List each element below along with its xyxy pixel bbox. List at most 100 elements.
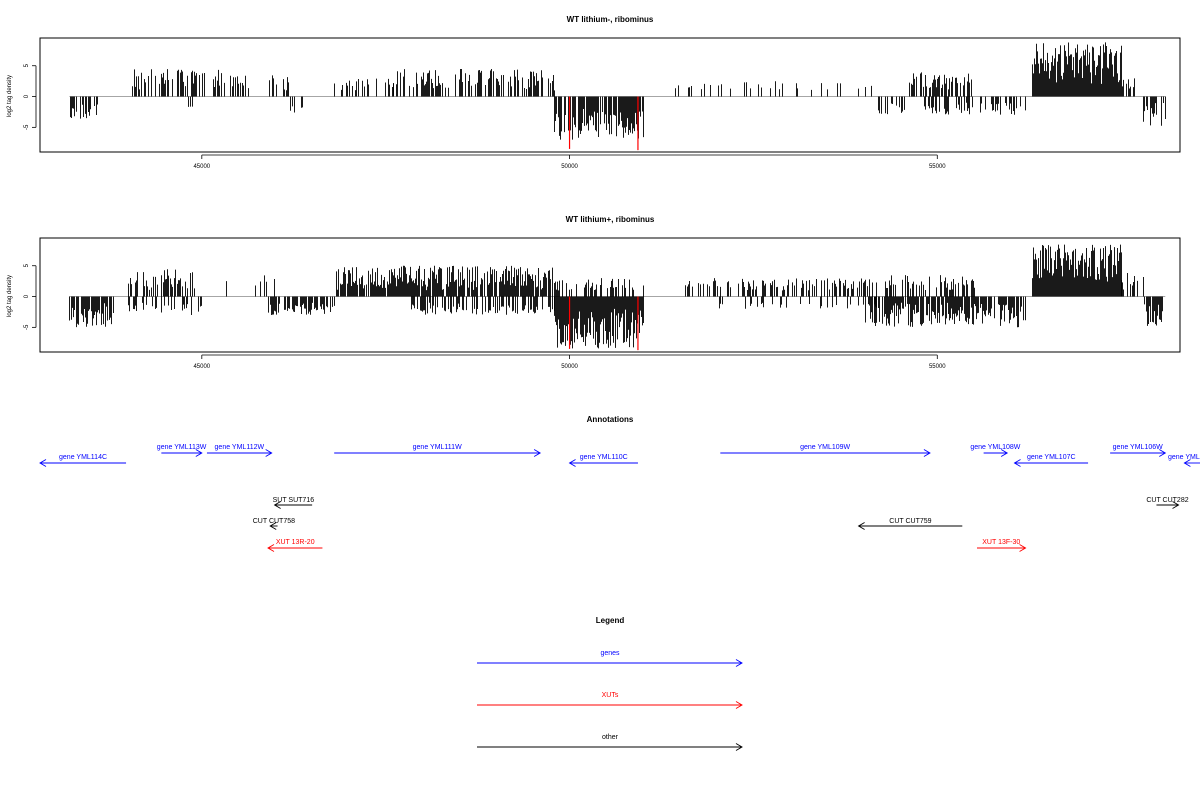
plot-frame bbox=[39, 37, 1181, 153]
feature: gene YML105C bbox=[1168, 454, 1200, 467]
x-tick-label: 45000 bbox=[193, 164, 210, 170]
legend-item: genes bbox=[477, 650, 743, 667]
feature: XUT 13F-30 bbox=[977, 539, 1027, 552]
feature-label: gene YML112W bbox=[215, 444, 265, 451]
feature-label: SUT SUT716 bbox=[273, 497, 315, 504]
feature: gene YML109W bbox=[720, 444, 931, 457]
panel-lithium-minus: WT lithium-, ribominus log2 tag density … bbox=[7, 15, 1181, 170]
arrow-head bbox=[857, 522, 865, 530]
y-tick-label: -5 bbox=[24, 124, 30, 130]
y-tick-label: 5 bbox=[24, 63, 30, 67]
annotations-title: Annotations bbox=[587, 415, 634, 424]
panel-title: WT lithium-, ribominus bbox=[567, 15, 654, 24]
feature: gene YML112W bbox=[206, 444, 273, 457]
feature: CUT CUT759 bbox=[857, 518, 963, 530]
legend-label: genes bbox=[600, 650, 620, 657]
x-tick-label: 55000 bbox=[929, 164, 946, 170]
feature-arrow bbox=[1110, 449, 1167, 457]
feature: CUT CUT282 bbox=[1146, 497, 1189, 509]
arrow-head bbox=[1000, 449, 1009, 457]
feature: gene YML110C bbox=[568, 454, 638, 467]
legend-label: XUTs bbox=[602, 692, 619, 699]
arrow-head bbox=[1013, 459, 1021, 467]
arrow-head bbox=[735, 659, 743, 667]
density-bars bbox=[69, 244, 1166, 351]
arrow-head bbox=[273, 501, 281, 509]
arrow-head bbox=[568, 459, 576, 467]
feature-label: CUT CUT759 bbox=[889, 518, 931, 525]
feature-arrow bbox=[857, 522, 963, 530]
y-axis-label: log2 tag density bbox=[7, 75, 13, 117]
x-axis: 45000 50000 55000 bbox=[193, 354, 946, 370]
y-axis-label: log2 tag density bbox=[7, 275, 13, 317]
feature-label: gene YML106W bbox=[1113, 444, 1163, 451]
arrow-head bbox=[923, 449, 931, 457]
x-tick-label: 45000 bbox=[193, 364, 210, 370]
feature-label: gene YML108W bbox=[970, 444, 1020, 451]
feature-arrow bbox=[267, 544, 323, 552]
plot-frame bbox=[39, 237, 1181, 353]
legend-item: XUTs bbox=[477, 692, 743, 709]
feature-arrow bbox=[161, 449, 203, 457]
feature-label: CUT CUT758 bbox=[253, 518, 295, 525]
feature-arrow bbox=[568, 459, 638, 467]
x-tick-label: 50000 bbox=[561, 364, 578, 370]
arrow-head bbox=[735, 743, 743, 751]
feature: gene YML106W bbox=[1110, 444, 1167, 457]
legend-item: other bbox=[477, 734, 743, 751]
feature-label: gene YML111W bbox=[413, 444, 462, 451]
y-tick-label: 0 bbox=[24, 294, 30, 298]
panel-lithium-plus: WT lithium+, ribominus log2 tag density … bbox=[7, 215, 1181, 370]
arrow-head bbox=[39, 459, 47, 467]
feature: XUT 13R-20 bbox=[267, 539, 323, 552]
arrow-head bbox=[1183, 459, 1191, 467]
feature-arrow bbox=[269, 522, 278, 530]
arrow-head bbox=[195, 449, 203, 457]
feature-list: gene YML114C gene YML113W gene YML112W gene… bbox=[39, 444, 1200, 552]
density-bars bbox=[69, 42, 1166, 151]
legend-label: other bbox=[602, 734, 619, 741]
feature-label: CUT CUT282 bbox=[1146, 497, 1188, 504]
x-tick-label: 50000 bbox=[561, 164, 578, 170]
feature: gene YML107C bbox=[1013, 454, 1089, 467]
legend-arrow bbox=[477, 659, 743, 667]
arrow-head bbox=[533, 449, 542, 457]
feature-label: gene YML109W bbox=[800, 444, 850, 451]
arrow-head bbox=[735, 701, 743, 709]
arrow-head bbox=[267, 544, 275, 552]
feature-label: XUT 13F-30 bbox=[982, 539, 1020, 546]
feature-arrow bbox=[1156, 501, 1180, 509]
arrow-head bbox=[265, 449, 273, 457]
feature-arrow bbox=[273, 501, 313, 509]
feature-arrow bbox=[977, 544, 1027, 552]
arrow-head bbox=[269, 522, 277, 530]
feature: gene YML111W bbox=[334, 444, 542, 457]
feature-arrow bbox=[334, 449, 542, 457]
y-tick-label: -5 bbox=[24, 324, 30, 330]
feature-label: gene YML105C bbox=[1168, 454, 1200, 461]
feature: gene YML114C bbox=[39, 454, 127, 467]
feature-arrow bbox=[39, 459, 127, 467]
y-axis: -5 0 5 bbox=[24, 263, 37, 330]
feature: SUT SUT716 bbox=[273, 497, 315, 509]
feature-arrow bbox=[206, 449, 273, 457]
feature-label: gene YML110C bbox=[580, 454, 628, 461]
feature-arrow bbox=[1013, 459, 1089, 467]
legend-arrow bbox=[477, 701, 743, 709]
panel-title: WT lithium+, ribominus bbox=[566, 215, 655, 224]
legend-arrow bbox=[477, 743, 743, 751]
arrow-head bbox=[1019, 544, 1027, 552]
y-tick-label: 5 bbox=[24, 263, 30, 267]
feature: gene YML113W bbox=[157, 444, 207, 457]
legend-items: genes XUTs other bbox=[477, 650, 743, 751]
arrow-head bbox=[1159, 449, 1167, 457]
x-axis: 45000 50000 55000 bbox=[193, 154, 946, 170]
y-axis: -5 0 5 bbox=[24, 63, 37, 130]
feature-label: gene YML114C bbox=[59, 454, 107, 461]
feature: CUT CUT758 bbox=[253, 518, 295, 530]
y-tick-label: 0 bbox=[24, 94, 30, 98]
legend-title: Legend bbox=[596, 616, 625, 625]
feature-arrow bbox=[1183, 459, 1200, 467]
feature-label: XUT 13R-20 bbox=[276, 539, 315, 546]
